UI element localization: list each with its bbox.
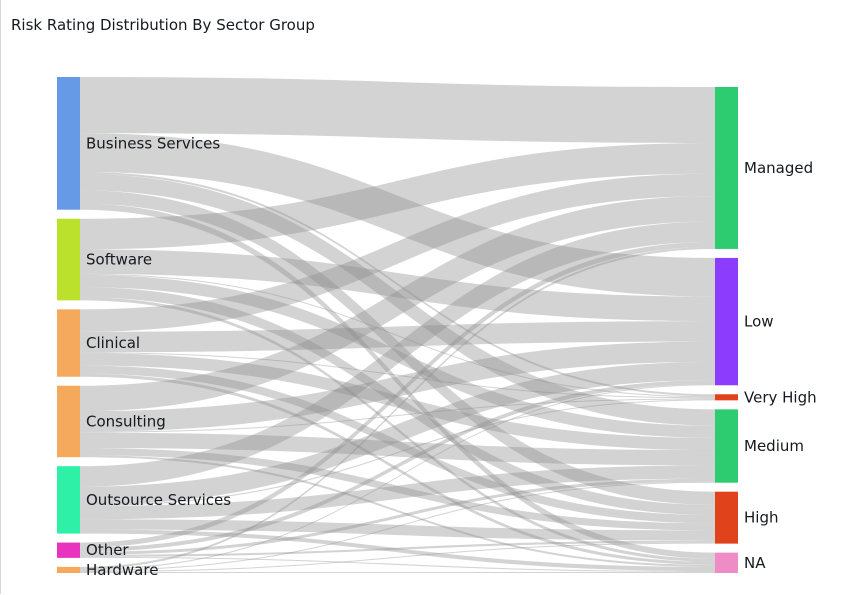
node-label-consulting: Consulting	[86, 412, 166, 430]
node-label-low: Low	[744, 313, 774, 331]
link-business-services-to-very-high[interactable]	[80, 171, 715, 397]
link-clinical-to-managed[interactable]	[80, 173, 715, 332]
node-label-other: Other	[86, 541, 129, 559]
link-hardware-to-managed[interactable]	[80, 246, 715, 569]
link-consulting-to-very-high[interactable]	[80, 398, 715, 433]
link-business-services-to-medium[interactable]	[80, 173, 715, 426]
node-consulting[interactable]	[57, 385, 80, 458]
link-consulting-to-low[interactable]	[80, 341, 715, 432]
node-label-hardware: Hardware	[86, 561, 158, 579]
link-business-services-to-low[interactable]	[80, 133, 715, 297]
link-other-to-medium[interactable]	[80, 478, 715, 555]
node-label-managed: Managed	[744, 159, 813, 177]
link-business-services-to-high[interactable]	[80, 190, 715, 505]
link-software-to-low[interactable]	[80, 249, 715, 322]
link-clinical-to-very-high[interactable]	[80, 352, 715, 399]
link-other-to-low[interactable]	[80, 380, 715, 552]
node-label-clinical: Clinical	[86, 334, 140, 352]
node-label-medium: Medium	[744, 437, 804, 455]
link-other-to-managed[interactable]	[80, 241, 715, 548]
link-clinical-to-low[interactable]	[80, 321, 715, 353]
sankey-links	[80, 77, 715, 573]
link-other-to-high[interactable]	[80, 540, 715, 557]
link-clinical-to-medium[interactable]	[80, 353, 715, 451]
node-label-software: Software	[86, 251, 152, 269]
node-software[interactable]	[57, 218, 80, 301]
node-high[interactable]	[715, 491, 738, 544]
node-na[interactable]	[715, 552, 738, 573]
link-consulting-to-na[interactable]	[80, 455, 715, 567]
link-consulting-to-managed[interactable]	[80, 195, 715, 412]
node-low[interactable]	[715, 257, 738, 386]
link-consulting-to-medium[interactable]	[80, 432, 715, 466]
link-outsource-services-to-low[interactable]	[80, 361, 715, 505]
node-very-high[interactable]	[715, 394, 738, 401]
node-label-outsource-services: Outsource Services	[86, 491, 231, 509]
link-software-to-high[interactable]	[80, 287, 715, 516]
link-hardware-to-high[interactable]	[80, 542, 715, 572]
link-outsource-services-to-na[interactable]	[80, 529, 715, 571]
link-outsource-services-to-medium[interactable]	[80, 465, 715, 520]
link-outsource-services-to-high[interactable]	[80, 519, 715, 541]
link-business-services-to-na[interactable]	[80, 203, 715, 559]
link-hardware-to-medium[interactable]	[80, 481, 715, 571]
node-medium[interactable]	[715, 409, 738, 483]
link-software-to-medium[interactable]	[80, 274, 715, 438]
link-software-to-na[interactable]	[80, 297, 715, 562]
node-managed[interactable]	[715, 87, 738, 249]
link-hardware-to-low[interactable]	[80, 384, 715, 570]
node-other[interactable]	[57, 542, 80, 558]
link-software-to-managed[interactable]	[80, 143, 715, 250]
link-software-to-very-high[interactable]	[80, 273, 715, 398]
link-hardware-to-na[interactable]	[80, 571, 715, 573]
node-hardware[interactable]	[57, 566, 80, 573]
link-outsource-services-to-very-high[interactable]	[80, 399, 715, 507]
link-consulting-to-high[interactable]	[80, 448, 715, 531]
node-clinical[interactable]	[57, 309, 80, 377]
link-clinical-to-high[interactable]	[80, 365, 715, 524]
link-clinical-to-na[interactable]	[80, 373, 715, 565]
link-business-services-to-managed[interactable]	[80, 77, 715, 144]
sankey-nodes	[57, 77, 738, 573]
node-label-business-services: Business Services	[86, 134, 220, 152]
link-other-to-na[interactable]	[80, 556, 715, 572]
link-outsource-services-to-managed[interactable]	[80, 221, 715, 487]
node-label-high: High	[744, 509, 778, 527]
chart-title: Risk Rating Distribution By Sector Group	[11, 16, 315, 34]
node-business-services[interactable]	[57, 77, 80, 210]
node-outsource-services[interactable]	[57, 466, 80, 534]
sankey-labels: Business Services Software Clinical Consult…	[86, 134, 817, 579]
node-label-na: NA	[744, 554, 766, 572]
node-label-very-high: Very High	[744, 388, 817, 406]
